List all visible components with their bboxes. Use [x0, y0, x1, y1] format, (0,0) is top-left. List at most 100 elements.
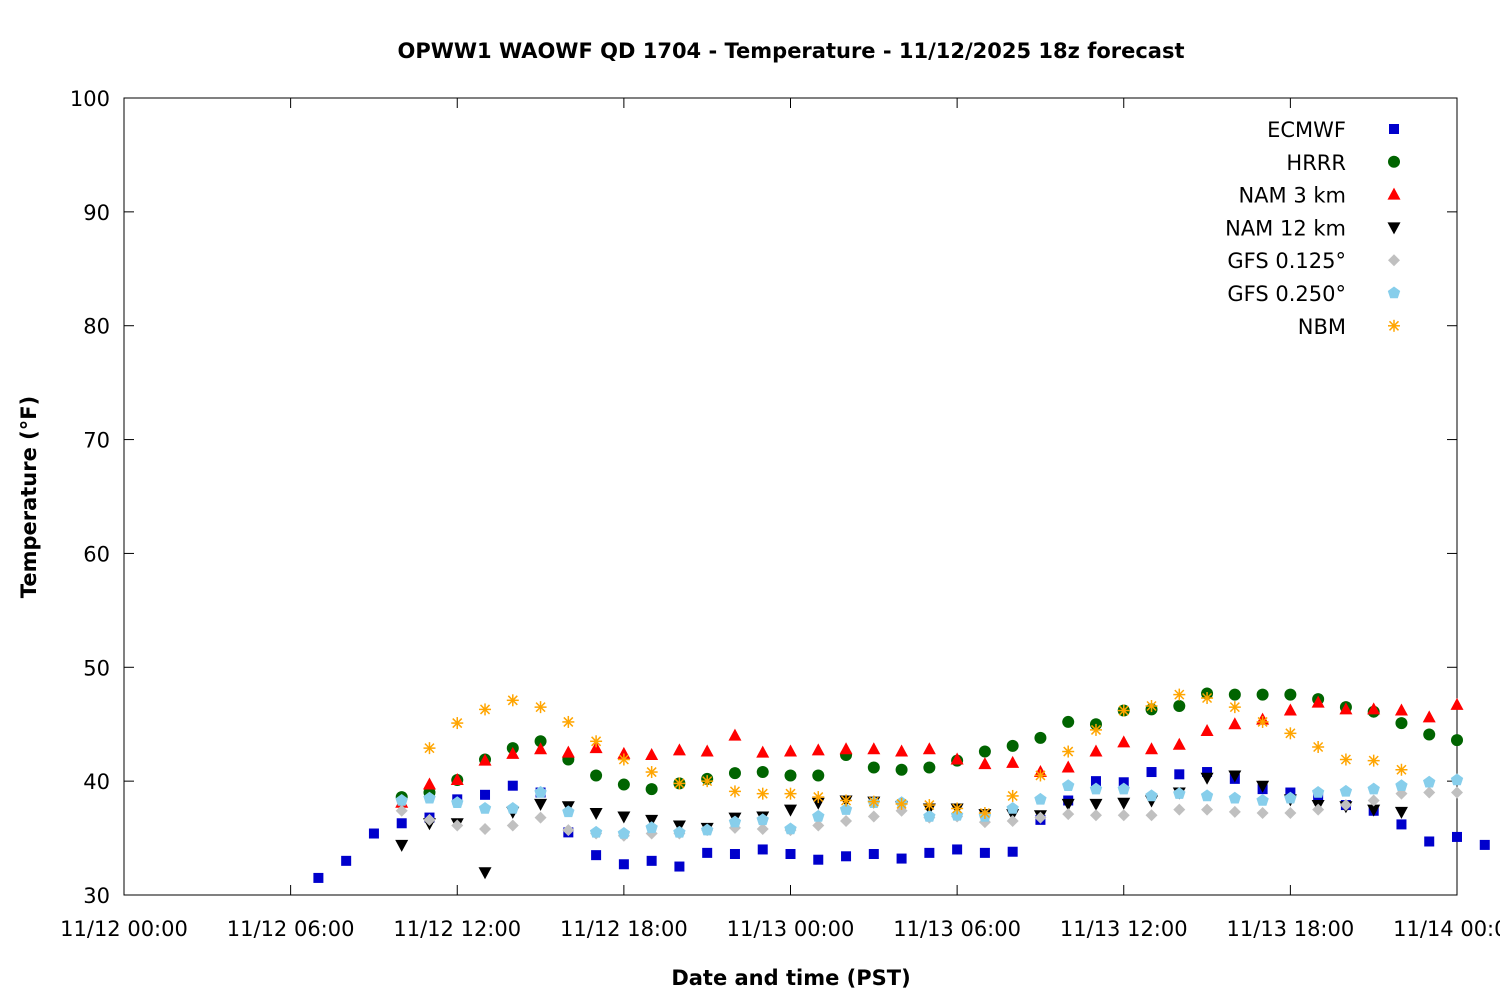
data-point [645, 747, 659, 760]
x-tick-label: 11/12 06:00 [227, 917, 355, 941]
data-point [868, 849, 879, 860]
data-point [534, 811, 547, 824]
x-tick-label: 11/13 06:00 [893, 917, 1021, 941]
x-tick-label: 11/14 00:00 [1393, 917, 1500, 941]
series-gfs-0-250- [395, 773, 1464, 839]
data-point [1006, 755, 1020, 768]
data-point [313, 872, 324, 883]
data-point [479, 703, 492, 716]
data-point [1367, 754, 1380, 767]
data-point [784, 769, 797, 782]
data-point [978, 807, 991, 820]
chart-title: OPWW1 WAOWF QD 1704 - Temperature - 11/1… [397, 39, 1184, 63]
legend-label: ECMWF [1267, 118, 1346, 142]
series-nbm [423, 688, 1408, 820]
y-tick-label: 50 [83, 656, 110, 680]
data-point [895, 797, 908, 810]
data-point [784, 744, 797, 757]
legend-marker [1388, 254, 1400, 267]
data-point [479, 822, 492, 835]
data-point [478, 802, 492, 814]
data-point [756, 745, 770, 758]
data-point [617, 778, 630, 791]
data-point [506, 746, 520, 759]
data-point [1062, 779, 1075, 791]
legend-marker [1387, 286, 1401, 299]
data-point [673, 777, 686, 790]
data-point [1284, 791, 1297, 804]
data-point [1256, 780, 1270, 793]
data-point [756, 813, 769, 826]
data-point [1117, 782, 1130, 795]
data-point [867, 742, 881, 755]
data-point [1090, 776, 1101, 787]
data-point [1118, 777, 1129, 788]
data-point [867, 795, 880, 808]
data-point [1284, 807, 1297, 820]
data-point [839, 742, 853, 755]
data-point [1339, 753, 1352, 766]
data-point [1424, 836, 1435, 847]
data-point [645, 766, 658, 779]
data-point [1228, 701, 1241, 714]
data-point [1061, 760, 1075, 773]
data-point [506, 694, 519, 707]
data-point [1367, 794, 1380, 807]
data-point [1452, 831, 1462, 842]
data-point [450, 773, 464, 786]
data-point [368, 828, 379, 839]
data-point [923, 761, 936, 774]
data-point [1173, 699, 1186, 712]
data-point [1034, 792, 1047, 805]
data-point [1394, 806, 1408, 819]
data-point [784, 787, 797, 800]
axis-ticks: 30 40 50 60 70 80 90 100 11/12 00:00 11/12 06:00 1… [60, 87, 1500, 941]
data-point [895, 763, 908, 776]
data-point [1339, 702, 1353, 715]
data-point [1228, 791, 1241, 804]
data-point [1228, 717, 1242, 730]
data-point [478, 867, 492, 880]
data-point [1367, 804, 1381, 817]
y-tick-label: 70 [83, 429, 110, 453]
series-ecmwf [313, 767, 1490, 883]
data-point [1089, 798, 1103, 811]
data-point [1423, 775, 1436, 788]
y-tick-label: 40 [83, 770, 110, 794]
data-point [812, 819, 825, 832]
data-point [1228, 770, 1242, 783]
data-point [1145, 742, 1159, 755]
legend-label: NBM [1298, 315, 1346, 339]
data-point [784, 822, 797, 835]
data-point [701, 775, 714, 788]
y-tick-label: 90 [83, 201, 110, 225]
data-point [1145, 809, 1158, 822]
x-axis-label: Date and time (PST) [671, 966, 910, 990]
data-point [756, 787, 769, 800]
data-point [1145, 699, 1158, 712]
data-point [1422, 710, 1436, 723]
data-point [756, 766, 769, 779]
data-point [1173, 688, 1186, 701]
data-point [395, 839, 409, 852]
data-point [1283, 703, 1297, 716]
data-point [1451, 786, 1463, 799]
series-nam-3-km [395, 695, 1464, 808]
data-point [1034, 731, 1047, 744]
data-point [645, 814, 659, 827]
data-point [951, 802, 964, 815]
data-point [1200, 772, 1214, 785]
data-point [591, 850, 602, 861]
data-point [1089, 782, 1103, 795]
data-point [1396, 819, 1407, 830]
data-point [812, 791, 825, 804]
data-point [1450, 773, 1464, 786]
data-point [1062, 808, 1075, 821]
data-point [590, 769, 603, 782]
data-point [618, 859, 629, 870]
data-point [617, 811, 631, 824]
data-point [1284, 727, 1297, 740]
data-point [700, 744, 714, 757]
data-point [645, 783, 658, 796]
